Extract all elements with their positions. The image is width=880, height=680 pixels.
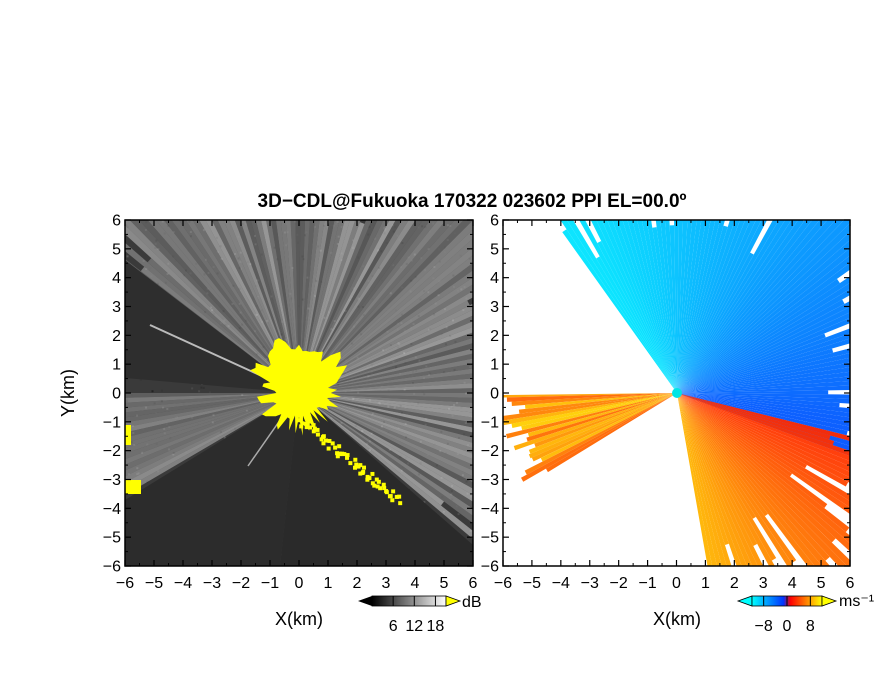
x-tick-label: 5: [440, 575, 449, 592]
x-tick-label: −6: [494, 575, 512, 592]
y-tick-label: 6: [112, 213, 121, 230]
right-x-axis-label: X(km): [653, 609, 701, 629]
x-tick-label: 3: [382, 575, 391, 592]
y-tick-label: 4: [112, 270, 121, 287]
right-panel: −6 −5 −4 −3 −2 −1 0 1 2 3 4 5 6 −6 −5 −4 −3 −2 −1 0 1 2 3 4 5 6 X…: [481, 213, 874, 636]
x-tick-label: 0: [295, 575, 304, 592]
velocity-colorbar-unit: ms⁻¹: [839, 593, 874, 610]
y-tick-label: −4: [103, 501, 121, 518]
right-axis-ticks: −6 −5 −4 −3 −2 −1 0 1 2 3 4 5 6 −6 −5 −4 −3 −2 −1 0 1 2 3 4 5 6: [481, 213, 855, 593]
x-tick-label: 0: [672, 575, 681, 592]
snr-beams: [125, 220, 473, 566]
x-tick-label: 4: [788, 575, 797, 592]
x-tick-label: 4: [411, 575, 420, 592]
colorbar-tick-label: 8: [806, 618, 815, 635]
y-tick-label: 6: [490, 213, 499, 230]
y-tick-label: −2: [481, 443, 499, 460]
y-tick-label: 5: [112, 241, 121, 258]
y-tick-label: 5: [490, 241, 499, 258]
y-tick-label: −5: [481, 530, 499, 547]
y-tick-label: −1: [481, 414, 499, 431]
x-tick-label: −4: [552, 575, 570, 592]
y-tick-label: 3: [490, 299, 499, 316]
velocity-approaching-sector: [560, 220, 850, 456]
colorbar-tick-label: 12: [405, 618, 423, 635]
x-tick-label: −1: [638, 575, 656, 592]
y-tick-label: −3: [481, 472, 499, 489]
y-tick-label: −4: [481, 501, 499, 518]
snr-colorbar-under-arrow: [358, 596, 372, 606]
y-tick-label: −6: [481, 559, 499, 576]
colorbar-tick-label: −8: [755, 618, 773, 635]
colorbar-tick-label: 6: [389, 618, 398, 635]
x-tick-label: −2: [232, 575, 250, 592]
velocity-colorbar: −8 0 8 ms⁻¹: [736, 593, 874, 635]
y-tick-label: 4: [490, 270, 499, 287]
x-tick-label: −4: [174, 575, 192, 592]
colorbar-tick-label: 18: [427, 618, 445, 635]
snr-colorbar-over-arrow: [445, 595, 462, 607]
y-tick-label: 0: [490, 386, 499, 403]
snr-colorbar-unit: dB: [462, 594, 482, 611]
y-tick-label: −1: [103, 414, 121, 431]
snr-colorbar-gradient: [371, 595, 447, 607]
x-tick-label: −5: [145, 575, 163, 592]
colorbar-tick-label: 0: [783, 618, 792, 635]
x-tick-label: −2: [610, 575, 628, 592]
left-x-axis-label: X(km): [275, 609, 323, 629]
y-tick-label: −2: [103, 443, 121, 460]
x-tick-label: 5: [817, 575, 826, 592]
y-tick-label: −5: [103, 530, 121, 547]
x-tick-label: 6: [469, 575, 478, 592]
chart-title: 3D−CDL@Fukuoka 170322 023602 PPI EL=00.0…: [258, 191, 687, 212]
y-tick-label: −3: [103, 472, 121, 489]
y-tick-label: 0: [112, 386, 121, 403]
y-tick-label: 3: [112, 299, 121, 316]
snr-colorbar: 6 12 18 dB: [358, 594, 482, 635]
x-tick-label: −3: [203, 575, 221, 592]
left-axis-ticks: −6 −5 −4 −3 −2 −1 0 1 2 3 4 5 6 −6 −5 −4 −3 −2 −1 0 1 2 3 4 5 6: [103, 213, 478, 593]
x-tick-label: −5: [523, 575, 541, 592]
x-tick-label: −6: [116, 575, 134, 592]
snr-colorbar-ticks: 6 12 18: [389, 596, 445, 635]
x-tick-label: 1: [701, 575, 710, 592]
velocity-colorbar-ticks: −8 0 8: [755, 596, 815, 635]
snr-high-core: [125, 338, 403, 506]
x-tick-label: 6: [846, 575, 855, 592]
velocity-colorbar-under-arrow: [736, 595, 753, 607]
velocity-colorbar-over-arrow: [821, 595, 838, 607]
y-tick-label: 1: [112, 357, 121, 374]
y-tick-label: 2: [490, 328, 499, 345]
x-tick-label: −1: [261, 575, 279, 592]
x-tick-label: 2: [353, 575, 362, 592]
x-tick-label: −3: [581, 575, 599, 592]
y-tick-label: −6: [103, 559, 121, 576]
velocity-receding-sector: [503, 380, 850, 566]
x-tick-label: 2: [730, 575, 739, 592]
y-tick-label: 1: [490, 357, 499, 374]
x-tick-label: 3: [759, 575, 768, 592]
lidar-site-marker: [672, 388, 682, 398]
y-tick-label: 2: [112, 328, 121, 345]
left-y-axis-label: Y(km): [58, 369, 78, 417]
x-tick-label: 1: [324, 575, 333, 592]
